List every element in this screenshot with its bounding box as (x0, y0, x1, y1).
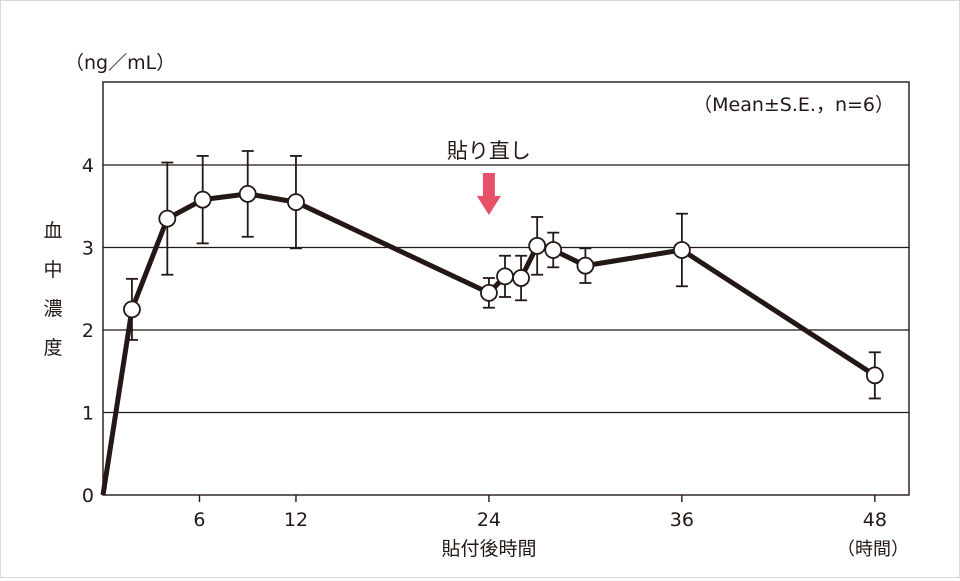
data-point (287, 193, 305, 212)
data-point (528, 236, 547, 255)
data-point (576, 256, 595, 275)
data-point (544, 241, 563, 259)
x-axis-label: 貼付後時間 (441, 538, 536, 560)
annotation-arrow (476, 173, 501, 215)
data-point (672, 241, 691, 259)
annotation: 貼り直し (447, 139, 531, 215)
y-tick-label-0: 0 (82, 485, 94, 507)
y-axis-label-char: 血 (43, 220, 62, 242)
y-tick-label-4: 4 (82, 155, 94, 177)
y-tick-label-3: 3 (82, 238, 94, 260)
annotation-text: 貼り直し (447, 139, 531, 163)
y-axis-label-char: 中 (43, 259, 62, 281)
series-line (100, 191, 877, 496)
x-tick-label-24: 24 (477, 509, 501, 531)
data-points (123, 184, 884, 385)
plot-border (102, 81, 910, 496)
data-point (496, 267, 514, 286)
data-point (480, 283, 498, 302)
x-tick-label-36: 36 (670, 509, 694, 531)
data-point (123, 300, 141, 319)
data-point (512, 269, 530, 287)
data-point (238, 184, 257, 203)
y-tick-label-2: 2 (82, 320, 94, 342)
y-axis-label-char: 濃 (43, 298, 62, 320)
data-point (193, 190, 212, 209)
axes (102, 81, 910, 502)
y-unit-label: （ng／mL） (65, 52, 175, 74)
y-tick-label-1: 1 (82, 403, 94, 425)
series-polyline (100, 191, 877, 496)
stats-note: （Mean±S.E.，n=6） (693, 94, 894, 116)
grid-lines (103, 164, 909, 414)
x-tick-label-48: 48 (863, 509, 887, 531)
data-point (158, 209, 177, 228)
x-tick-label-6: 6 (193, 509, 205, 531)
x-axis-unit: （時間） (837, 539, 909, 560)
y-axis-label-char: 度 (43, 337, 62, 359)
data-point (865, 366, 884, 385)
x-tick-label-12: 12 (284, 509, 308, 531)
